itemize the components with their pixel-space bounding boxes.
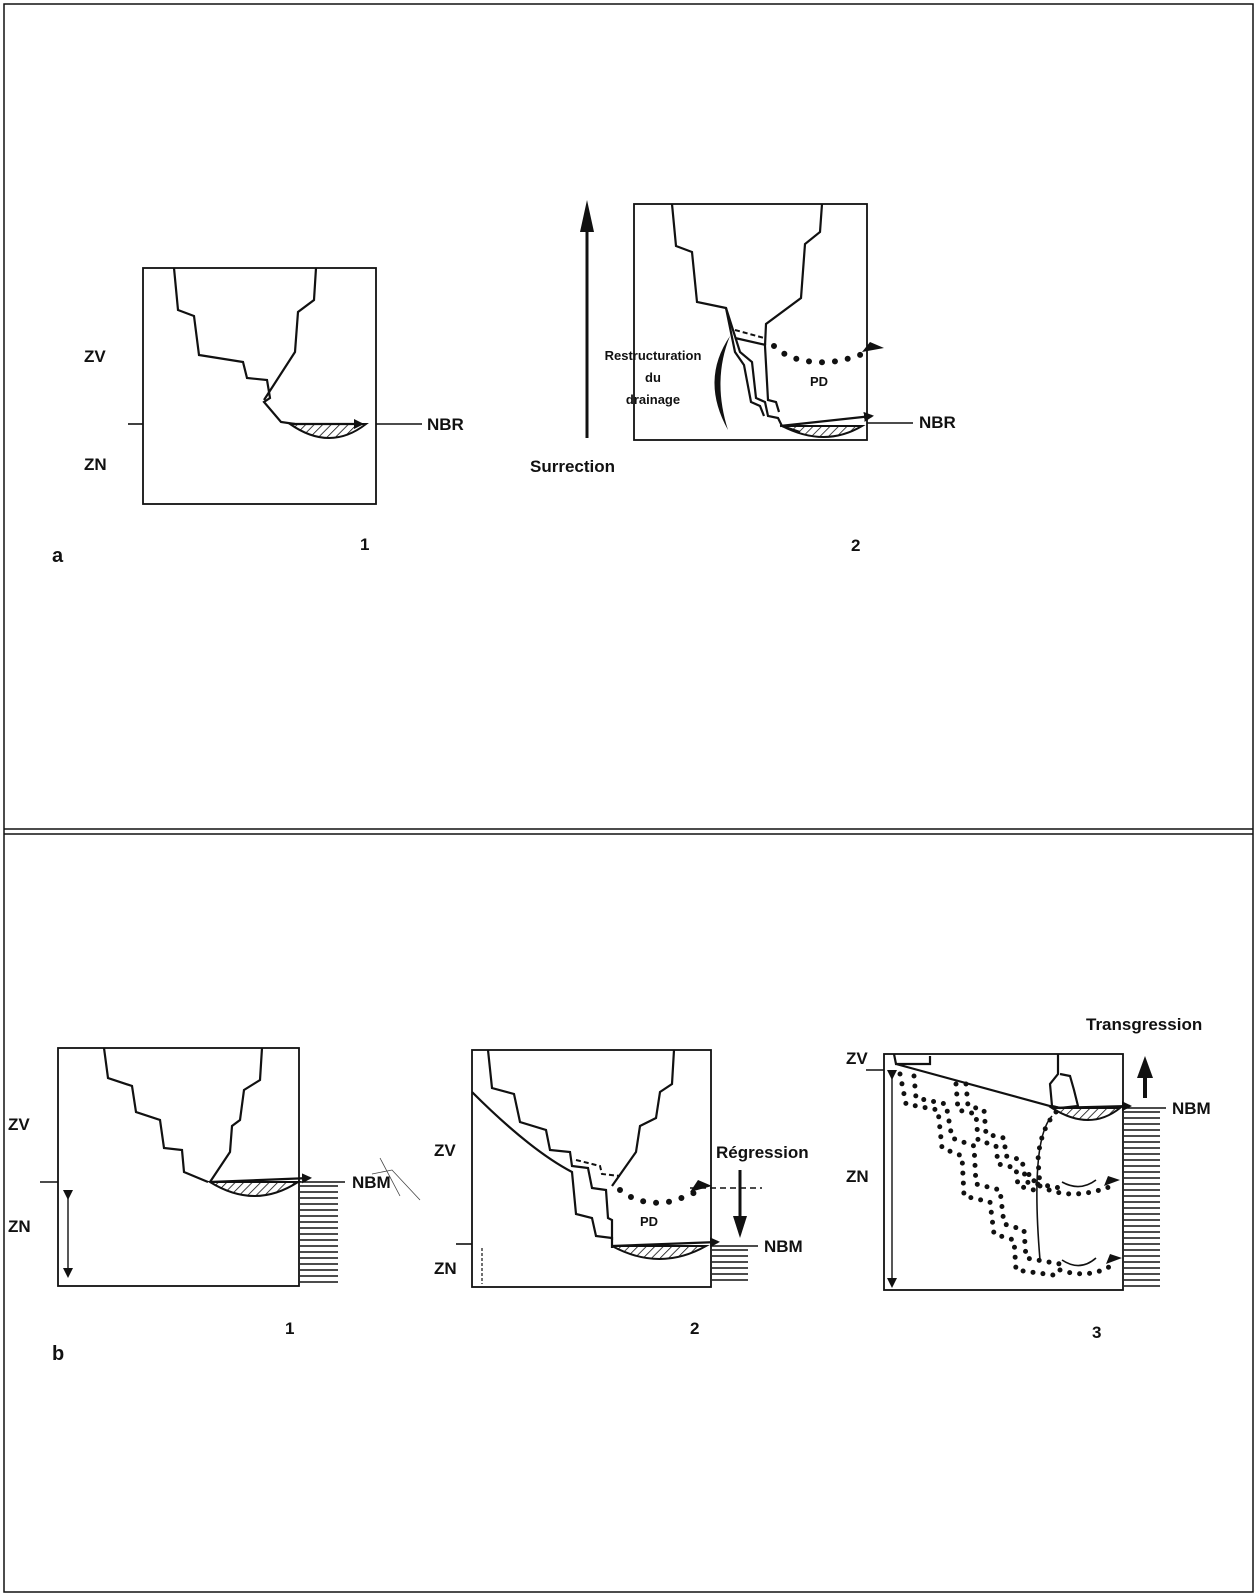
valley-left-wall-inner xyxy=(724,307,766,417)
valley-right-wall xyxy=(263,267,318,401)
aquifer-lens xyxy=(611,1245,710,1260)
zn-label: ZN xyxy=(8,1217,31,1236)
drowned-valley-left-inner xyxy=(911,1073,1063,1267)
nbr-label: NBR xyxy=(919,413,956,432)
paleo-level xyxy=(734,336,767,347)
zv-label: ZV xyxy=(8,1115,30,1134)
regression-arrowhead xyxy=(733,1216,747,1238)
panel-b: b NBM ZV ZN xyxy=(8,1015,1211,1365)
outlet-line xyxy=(779,411,874,428)
sea-level-hatch xyxy=(1124,1111,1160,1287)
valley-right-wall xyxy=(1048,1054,1080,1110)
aquifer-lens xyxy=(1048,1107,1123,1121)
nbm-label: NBM xyxy=(764,1237,803,1256)
sea-level-hatch xyxy=(712,1249,748,1281)
restructuring-bracket xyxy=(714,336,730,430)
paleodrainage-dotted xyxy=(617,1187,703,1206)
zv-label: ZV xyxy=(846,1049,868,1068)
valley-right-wall xyxy=(209,1047,264,1183)
panel-a: a NBR ZV ZN 1 NBR xyxy=(52,200,956,567)
drowned-valley-right xyxy=(963,1081,1063,1191)
zv-label: ZV xyxy=(84,347,106,366)
paleodrainage-arrowhead-lower xyxy=(1106,1254,1122,1264)
valley-left-wall xyxy=(172,267,296,426)
paleodrainage-arrowhead xyxy=(862,342,884,352)
level-arc-lower xyxy=(1061,1257,1097,1267)
page-frame xyxy=(3,3,1254,1593)
aquifer-lens xyxy=(206,1181,302,1197)
zn-label: ZN xyxy=(846,1167,869,1186)
pd-label: PD xyxy=(640,1214,658,1229)
diagram-number: 2 xyxy=(690,1319,699,1338)
diagram-b1: NBM ZV ZN 1 xyxy=(8,1047,421,1338)
diagram-number: 1 xyxy=(360,535,369,554)
diagram-b2-frame xyxy=(471,1049,712,1288)
aquifer-lens xyxy=(781,425,866,438)
diagram-b3-frame xyxy=(883,1053,1124,1291)
outlet-line xyxy=(1051,1101,1132,1112)
paleodrainage-dotted xyxy=(771,343,875,366)
diagram-a2: NBR PD Restructuration du drainage Surre… xyxy=(530,200,956,555)
diagram-a2-frame xyxy=(633,203,868,441)
panel-letter-a: a xyxy=(52,545,64,567)
aquifer-lens xyxy=(286,423,369,439)
diagram-number: 1 xyxy=(285,1319,294,1338)
pencil-mark xyxy=(371,1157,421,1201)
diagram-number: 2 xyxy=(851,536,860,555)
level-arc-middle xyxy=(1061,1179,1097,1188)
diagram-b3: NBM Transgression ZV ZN 3 xyxy=(846,1015,1211,1342)
restructuring-label-line1: Restructuration xyxy=(605,348,702,363)
zn-label: ZN xyxy=(434,1259,457,1278)
drowned-valley-left xyxy=(897,1071,1063,1279)
diagram-number: 3 xyxy=(1092,1323,1101,1342)
valley-left-wall xyxy=(486,1049,614,1240)
nbm-label: NBM xyxy=(1172,1099,1211,1118)
diagram-b1-frame xyxy=(57,1047,300,1287)
transgression-arrowhead xyxy=(1137,1056,1153,1078)
diagram-b2: NBM PD Régression ZV ZN 2 xyxy=(434,1049,809,1338)
paleodrainage-dotted-lower xyxy=(1057,1261,1117,1277)
valley-right-wall xyxy=(611,1049,676,1187)
zn-label: ZN xyxy=(84,455,107,474)
paleodrainage-arrowhead xyxy=(690,1180,712,1192)
diagram-a1: NBR ZV ZN 1 xyxy=(84,267,464,554)
paleo-level-dashed xyxy=(575,1159,621,1177)
transgression-label: Transgression xyxy=(1086,1015,1202,1034)
outlet-line xyxy=(209,1173,312,1184)
diagram-a1-frame xyxy=(142,267,377,505)
valley-right-wall xyxy=(763,203,824,413)
regression-label: Régression xyxy=(716,1143,809,1162)
drowned-valley-middle xyxy=(953,1081,1037,1194)
restructuring-label-line3: drainage xyxy=(626,392,680,407)
nbr-label: NBR xyxy=(427,415,464,434)
zv-label: ZV xyxy=(434,1141,456,1160)
valley-axis-line xyxy=(1036,1115,1053,1261)
uplift-label: Surrection xyxy=(530,457,615,476)
panel-letter-b: b xyxy=(52,1343,64,1365)
uplift-arrowhead xyxy=(580,200,594,232)
outlet-line xyxy=(611,1237,720,1248)
nbm-label: NBM xyxy=(352,1173,391,1192)
pd-label: PD xyxy=(810,374,828,389)
restructuring-label-line2: du xyxy=(645,370,661,385)
paleodrainage-arrowhead-middle xyxy=(1104,1176,1120,1186)
valley-left-wall xyxy=(102,1047,209,1184)
valley-outer-left-wall xyxy=(471,1091,614,1248)
paleo-level-dashed xyxy=(734,329,765,339)
sea-level-hatch xyxy=(300,1185,338,1283)
valley-left-wall xyxy=(670,203,801,434)
upper-surface xyxy=(892,1053,1061,1110)
